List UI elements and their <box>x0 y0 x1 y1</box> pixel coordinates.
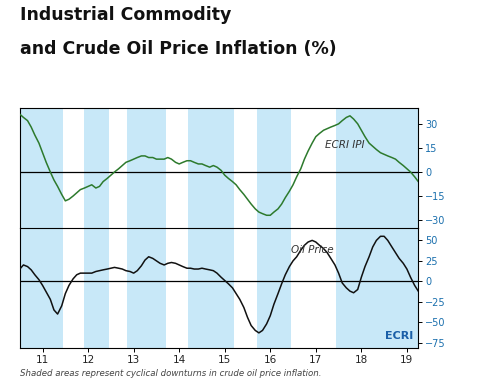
Text: ECRI: ECRI <box>386 331 414 341</box>
Bar <box>188 228 234 348</box>
Text: and Crude Oil Price Inflation (%): and Crude Oil Price Inflation (%) <box>20 40 337 59</box>
Bar <box>336 228 418 348</box>
Bar <box>256 228 291 348</box>
Bar <box>256 108 291 228</box>
Bar <box>127 228 165 348</box>
Bar <box>188 108 234 228</box>
Bar <box>20 228 63 348</box>
Bar <box>84 108 108 228</box>
Bar <box>336 108 418 228</box>
Bar <box>84 228 108 348</box>
Text: Oil Price: Oil Price <box>291 245 334 255</box>
Bar <box>127 108 165 228</box>
Text: ECRI IPI: ECRI IPI <box>325 140 364 150</box>
Text: Shaded areas represent cyclical downturns in crude oil price inflation.: Shaded areas represent cyclical downturn… <box>20 369 321 378</box>
Text: Industrial Commodity: Industrial Commodity <box>20 6 231 24</box>
Bar <box>20 108 63 228</box>
